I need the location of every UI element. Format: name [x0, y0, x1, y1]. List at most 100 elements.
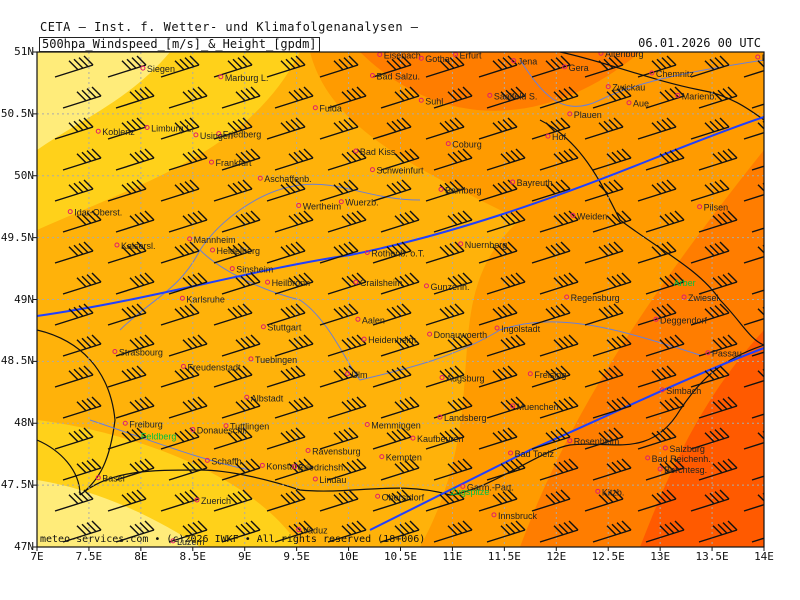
- barb-flag: [558, 523, 569, 534]
- barb-flag: [399, 337, 410, 348]
- city: Kempten: [379, 453, 422, 463]
- barb-flag: [781, 521, 790, 530]
- barb-flag: [136, 365, 147, 376]
- wind-barb: [698, 272, 738, 295]
- barb-flag: [404, 460, 415, 471]
- barb-flag: [409, 148, 420, 159]
- barb-flag: [608, 305, 619, 316]
- wind-barb: [690, 241, 730, 264]
- barb-flag: [401, 489, 412, 500]
- barb-flag: [409, 334, 420, 345]
- barb-shaft: [690, 126, 730, 140]
- barb-flag: [76, 215, 87, 226]
- city-label: Passau: [712, 349, 742, 359]
- city-label: Marienb.: [682, 91, 717, 101]
- city: Plauen: [567, 110, 602, 120]
- city-label: Coburg: [452, 140, 482, 150]
- wind-barb: [115, 272, 155, 295]
- barb-flag: [664, 89, 675, 100]
- barb-flag: [492, 246, 503, 257]
- barb-flag: [439, 370, 450, 381]
- barb-flag: [757, 122, 764, 130]
- barb-flag: [298, 336, 309, 347]
- city: Landsberg: [437, 413, 487, 423]
- barb-flag: [197, 520, 208, 531]
- wind-barb: [425, 179, 465, 202]
- barb-shaft: [751, 475, 764, 481]
- barb-flag: [290, 119, 301, 130]
- barb-flag: [449, 367, 460, 378]
- barb-flag: [351, 212, 362, 223]
- barb-flag: [285, 430, 296, 441]
- barb-flag: [303, 86, 314, 97]
- barb-shaft: [319, 312, 359, 326]
- barb-shaft: [698, 219, 738, 233]
- wind-barb: [478, 303, 518, 326]
- barb-flag: [348, 427, 359, 438]
- barb-flag: [394, 277, 405, 288]
- wind-barb: [645, 86, 685, 109]
- barb-flag: [409, 520, 420, 531]
- city-label: Bayreuth: [517, 178, 553, 188]
- wind-barb: [327, 86, 367, 109]
- barb-flag: [78, 57, 89, 68]
- barb-flag: [717, 461, 728, 472]
- barb-flag: [757, 432, 764, 440]
- barb-flag: [621, 272, 632, 283]
- barb-flag: [616, 336, 627, 347]
- barb-flag: [409, 210, 420, 221]
- border-line: [37, 439, 81, 496]
- city-dot: [494, 325, 500, 331]
- barb-flag: [182, 215, 193, 226]
- wind-barb: [433, 210, 473, 233]
- barb-flag: [303, 458, 314, 469]
- barb-shaft: [751, 165, 764, 171]
- barb-shaft: [743, 255, 764, 264]
- barb-flag: [192, 150, 203, 161]
- barb-flag: [293, 213, 304, 224]
- barb-flag: [129, 339, 140, 350]
- barb-flag: [651, 308, 662, 319]
- barb-flag: [86, 460, 97, 471]
- barb-flag: [555, 119, 566, 130]
- barb-shaft: [266, 374, 306, 388]
- barb-flag: [704, 246, 715, 257]
- wind-barb: [539, 458, 579, 481]
- barb-flag: [555, 429, 566, 440]
- barb-flag: [722, 522, 733, 533]
- barb-shaft: [54, 312, 94, 326]
- barb-flag: [121, 432, 132, 443]
- barb-shaft: [221, 281, 261, 295]
- barb-flag: [83, 489, 94, 500]
- barb-flag: [712, 153, 723, 164]
- city-dot: [653, 316, 659, 322]
- barb-flag: [401, 117, 412, 128]
- barb-flag: [776, 213, 785, 222]
- barb-flag: [338, 58, 349, 69]
- wind-barb: [107, 427, 147, 450]
- barb-flag: [613, 117, 624, 128]
- barb-flag: [714, 243, 725, 254]
- barb-flag: [502, 367, 513, 378]
- barb-shaft: [213, 374, 253, 388]
- barb-flag: [773, 490, 782, 499]
- barb-flag: [131, 119, 142, 130]
- wind-barb: [319, 55, 359, 78]
- barb-flag: [568, 458, 579, 469]
- barb-shaft: [327, 219, 367, 233]
- city-label: Zwickau: [612, 83, 645, 93]
- city-dot: [208, 159, 214, 165]
- barb-flag: [192, 336, 203, 347]
- barb-flag: [86, 88, 97, 99]
- city-dot: [510, 403, 516, 409]
- city-label: Berchtesg.: [664, 465, 707, 475]
- barb-flag: [356, 210, 367, 221]
- barb-flag: [136, 241, 147, 252]
- barb-flag: [439, 494, 450, 505]
- barb-flag: [187, 275, 198, 286]
- barb-shaft: [274, 405, 314, 419]
- wind-barb: [592, 272, 632, 295]
- barb-flag: [603, 430, 614, 441]
- barb-flag: [757, 370, 764, 378]
- city-label: Ravensburg: [312, 446, 361, 456]
